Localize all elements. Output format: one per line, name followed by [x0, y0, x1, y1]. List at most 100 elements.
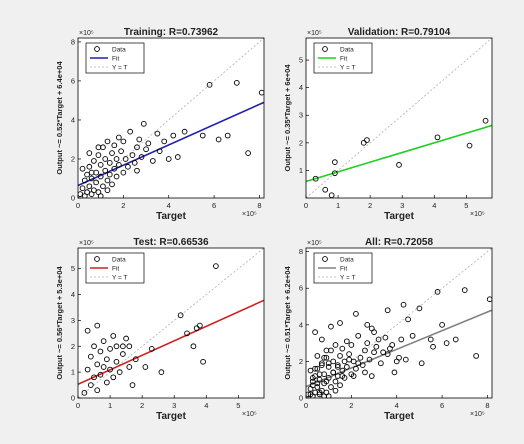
data-point [323, 378, 330, 385]
data-point [375, 336, 382, 343]
data-point [418, 360, 425, 367]
data-point [316, 389, 323, 396]
x-axis-label: Target [156, 411, 186, 422]
data-point [199, 132, 206, 139]
data-point [84, 171, 90, 178]
data-point [110, 333, 117, 339]
data-point [362, 369, 368, 376]
plot-data [306, 248, 492, 398]
data-point [258, 89, 264, 96]
y-tick-label: 2 [299, 138, 303, 147]
data-point [461, 287, 468, 293]
data-point [434, 134, 441, 141]
data-point [107, 366, 113, 373]
data-point [387, 345, 393, 352]
fit-line [78, 299, 264, 386]
y-exponent: ×10⁵ [307, 240, 322, 247]
x-tick-label: 2 [349, 401, 353, 410]
data-point [91, 187, 97, 194]
data-point [339, 345, 346, 352]
data-point [427, 336, 434, 343]
data-point [328, 323, 334, 330]
y-exponent: ×10⁵ [79, 240, 94, 247]
data-point [334, 364, 341, 370]
data-point [115, 134, 122, 141]
x-axis-label: Target [384, 211, 414, 222]
x-exponent: ×10⁵ [470, 411, 485, 418]
data-point [307, 391, 314, 398]
data-point [466, 142, 473, 149]
x-tick-label: 0 [304, 401, 308, 410]
data-point [125, 163, 131, 170]
data-point [213, 263, 219, 269]
data-point [312, 175, 319, 182]
data-point [402, 356, 409, 363]
data-point [319, 360, 325, 367]
y-tick-label: 2 [299, 357, 303, 366]
data-point [120, 351, 126, 357]
x-tick-label: 1 [108, 401, 112, 410]
y-axis-label: Output ~= 0.52*Target + 6.4e+04 [55, 61, 64, 175]
data-point [348, 342, 355, 348]
x-tick-label: 2 [368, 201, 372, 210]
y-axis-label: Output ~= 0.35*Target + 6e+04 [283, 64, 292, 172]
data-point [177, 312, 184, 319]
x-axis-label: Target [384, 411, 414, 422]
data-point [452, 336, 459, 343]
x-tick-label: 4 [432, 201, 436, 210]
y-tick-label: 1 [299, 166, 303, 175]
data-point [396, 162, 402, 168]
data-point [113, 156, 120, 162]
data-point [378, 360, 384, 367]
y-tick-label: 5 [71, 264, 75, 273]
data-point [323, 354, 330, 361]
data-point [405, 316, 411, 323]
data-point [382, 334, 389, 341]
data-point [116, 369, 123, 375]
legend: Data Fit Y = T [313, 42, 373, 74]
data-point [190, 343, 197, 350]
x-tick-label: 0 [76, 401, 80, 410]
data-point [111, 165, 118, 172]
y-exponent: ×10⁵ [79, 30, 94, 37]
data-point [161, 138, 168, 145]
data-point [84, 327, 91, 334]
data-point [371, 329, 377, 335]
y-tick-label: 2 [71, 154, 75, 163]
fit-line [78, 101, 264, 187]
legend-data-marker [322, 256, 328, 262]
data-point [316, 371, 323, 378]
data-point [106, 171, 113, 178]
data-point [104, 187, 111, 194]
data-point [110, 374, 117, 381]
data-point [81, 389, 88, 396]
data-point [78, 191, 84, 197]
data-point [482, 117, 489, 124]
data-point [364, 321, 371, 328]
y-tick-label: 3 [71, 316, 75, 325]
data-point [150, 158, 156, 164]
data-point [97, 371, 104, 378]
y-tick-label: 0 [71, 394, 75, 403]
data-point [323, 347, 330, 354]
data-point [473, 353, 479, 359]
y-tick-label: 4 [299, 320, 303, 329]
data-point [91, 374, 97, 381]
legend-data-label: Data [340, 257, 354, 264]
data-point [332, 170, 338, 177]
data-point [79, 165, 86, 172]
x-tick-label: 0 [304, 201, 308, 210]
data-point [143, 146, 149, 153]
x-tick-label: 2 [121, 201, 125, 210]
data-point [79, 185, 86, 192]
y-exponent: ×10⁵ [307, 30, 322, 37]
data-point [332, 378, 339, 385]
data-point [104, 356, 110, 363]
y-tick-label: 4 [71, 290, 75, 299]
data-point [346, 356, 352, 363]
data-point [355, 360, 362, 367]
legend: Data Fit Y = T [85, 252, 145, 284]
data-point [328, 384, 334, 390]
data-point [158, 369, 165, 375]
data-point [104, 379, 110, 386]
